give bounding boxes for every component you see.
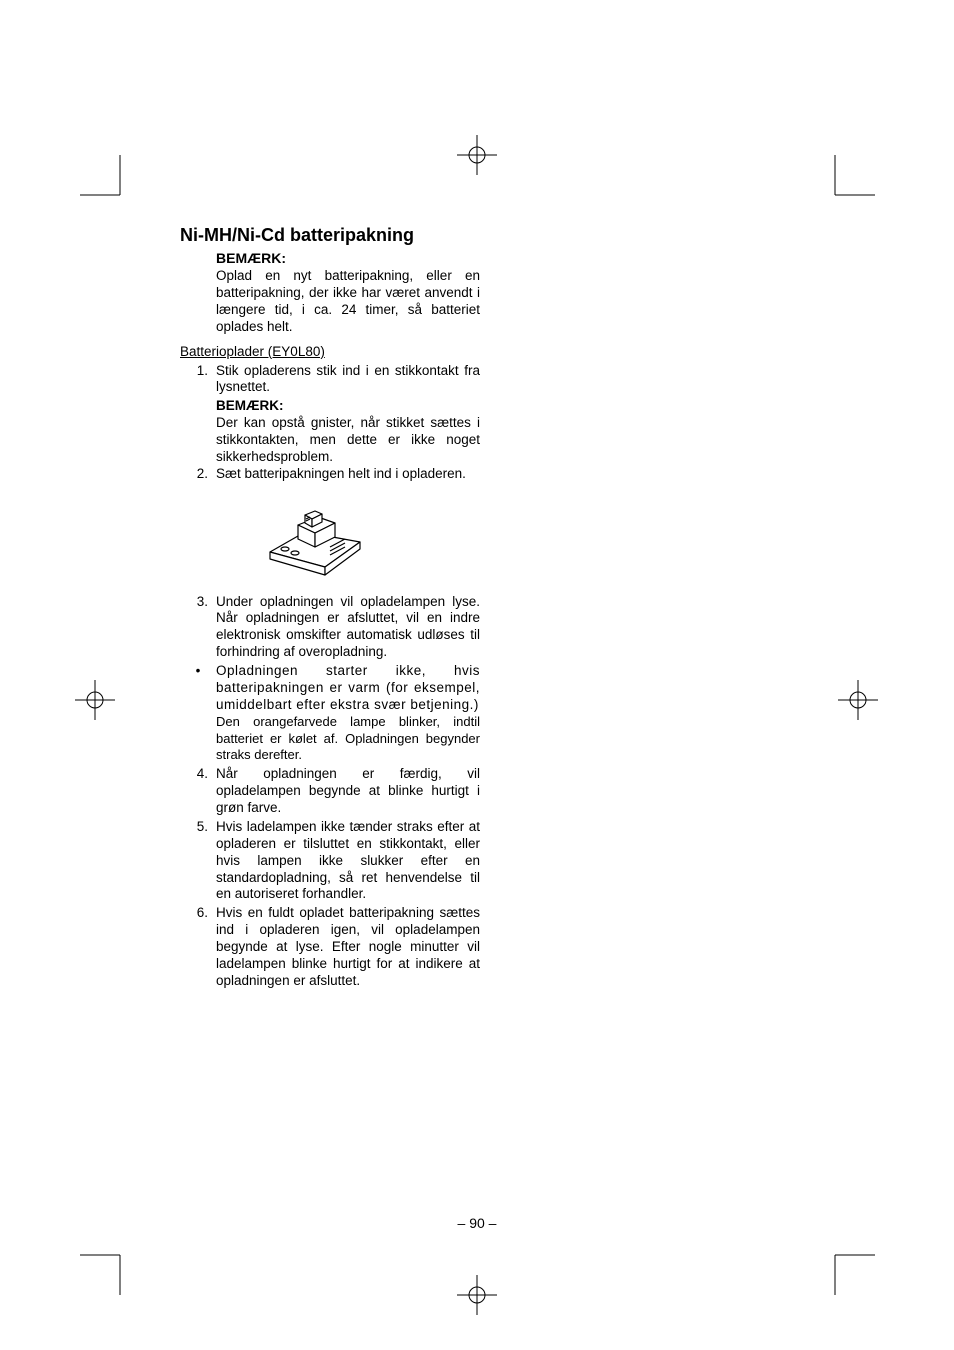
step-1-body: Stik opladerens stik ind i en stikkontak… <box>216 363 480 397</box>
bullet-trailing: Den orangefarvede lampe blinker, indtil … <box>216 714 480 763</box>
document-body: Ni-MH/Ni-Cd batteripakning BEMÆRK: Oplad… <box>180 225 480 992</box>
crop-mark-tl <box>80 155 140 215</box>
step-2-num: 2. <box>180 466 216 483</box>
note2-body: Der kan opstå gnister, når stikket sætte… <box>216 415 480 466</box>
section-title: Ni-MH/Ni-Cd batteripakning <box>180 225 480 246</box>
note2-head: BEMÆRK: <box>216 398 480 415</box>
registration-mark-left <box>75 680 115 720</box>
instruction-list: 1. Stik opladerens stik ind i en stikkon… <box>180 363 480 990</box>
step-4-body: Når opladningen er færdig, vil opladelam… <box>216 766 480 817</box>
step-2-body: Sæt batteripakningen helt ind i opladere… <box>216 466 480 483</box>
step-5: 5. Hvis ladelampen ikke tænder straks ef… <box>180 819 480 903</box>
crop-mark-br <box>815 1235 875 1295</box>
bullet-note: • Opladningen starter ikke, hvis batteri… <box>180 663 480 764</box>
crop-mark-bl <box>80 1235 140 1295</box>
step-1-num: 1. <box>180 363 216 397</box>
bullet-body: Opladningen starter ikke, hvis batteripa… <box>216 663 480 764</box>
crop-mark-tr <box>815 155 875 215</box>
bullet-mark: • <box>180 663 216 764</box>
registration-mark-bottom <box>457 1275 497 1315</box>
step-3-num: 3. <box>180 594 216 662</box>
step-6: 6. Hvis en fuldt opladet batteripakning … <box>180 905 480 989</box>
page-number: – 90 – <box>0 1215 954 1231</box>
note1-body: Oplad en nyt batteripakning, eller en ba… <box>216 268 480 336</box>
registration-mark-top <box>457 135 497 175</box>
charger-illustration-icon <box>260 497 370 577</box>
step-3-body: Under opladningen vil opladelampen lyse.… <box>216 594 480 662</box>
step-6-num: 6. <box>180 905 216 989</box>
registration-mark-right <box>838 680 878 720</box>
step-5-body: Hvis ladelampen ikke tænder straks efter… <box>216 819 480 903</box>
step-6-body: Hvis en fuldt opladet batteripakning sæt… <box>216 905 480 989</box>
step-2: 2. Sæt batteripakningen helt ind i oplad… <box>180 466 480 483</box>
step-3: 3. Under opladningen vil opladelampen ly… <box>180 594 480 662</box>
step-4-num: 4. <box>180 766 216 817</box>
step-4: 4. Når opladningen er færdig, vil oplade… <box>180 766 480 817</box>
bullet-main: Opladningen starter ikke, hvis batteripa… <box>216 663 480 712</box>
note1-head: BEMÆRK: <box>216 250 480 266</box>
charger-label: Batterioplader (EY0L80) <box>180 344 480 359</box>
step-1: 1. Stik opladerens stik ind i en stikkon… <box>180 363 480 397</box>
step-5-num: 5. <box>180 819 216 903</box>
